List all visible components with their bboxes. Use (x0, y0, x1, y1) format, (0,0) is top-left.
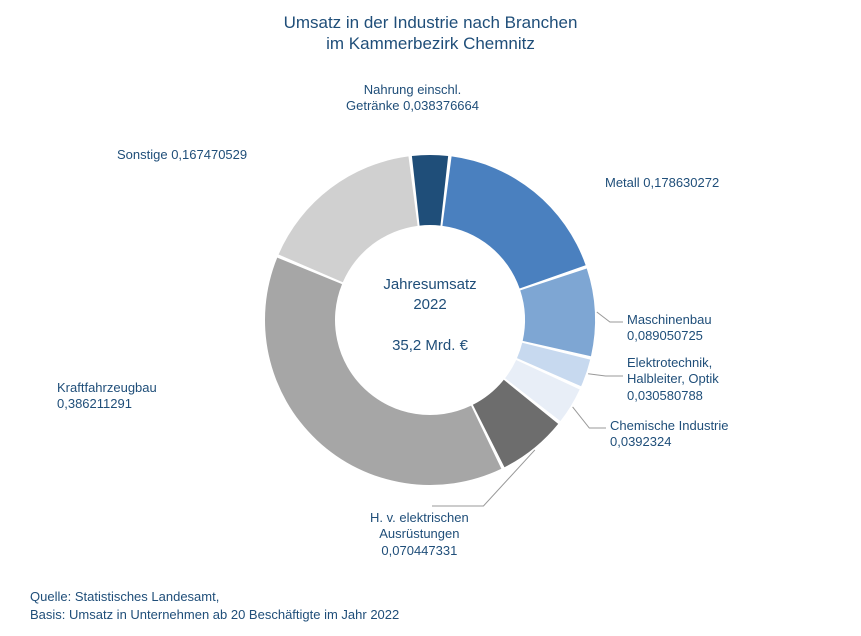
label-elektro: Elektrotechnik, Halbleiter, Optik 0,0305… (627, 355, 719, 404)
label-chemie: Chemische Industrie 0,0392324 (610, 418, 729, 451)
leader-elektro (588, 374, 623, 376)
slice-metall (442, 156, 585, 288)
slice-sonstige (279, 156, 418, 282)
center-line1: Jahresumsatz (383, 276, 476, 293)
donut-center: Jahresumsatz 2022 35,2 Mrd. € (360, 275, 500, 356)
label-sonstige: Sonstige 0,167470529 (117, 147, 247, 163)
chart-footnote: Quelle: Statistisches Landesamt, Basis: … (30, 588, 399, 623)
center-line2: 2022 (413, 296, 446, 313)
footnote-source: Statistisches Landesamt, (71, 589, 219, 604)
leader-maschinen (597, 312, 623, 322)
center-value: 35,2 Mrd. € (392, 337, 468, 354)
label-kfz: Kraftfahrzeugbau 0,386211291 (57, 380, 157, 413)
label-metall: Metall 0,178630272 (605, 175, 719, 191)
leader-chemie (573, 407, 606, 428)
footnote-basis: Basis: Umsatz in Unternehmen ab 20 Besch… (30, 607, 399, 622)
label-ausruest: H. v. elektrischen Ausrüstungen 0,070447… (370, 510, 469, 559)
label-nahrung: Nahrung einschl. Getränke 0,038376664 (346, 82, 479, 115)
label-maschinen: Maschinenbau 0,089050725 (627, 312, 712, 345)
slice-nahrung (412, 155, 448, 226)
footnote-quelle: Quelle: (30, 589, 71, 604)
